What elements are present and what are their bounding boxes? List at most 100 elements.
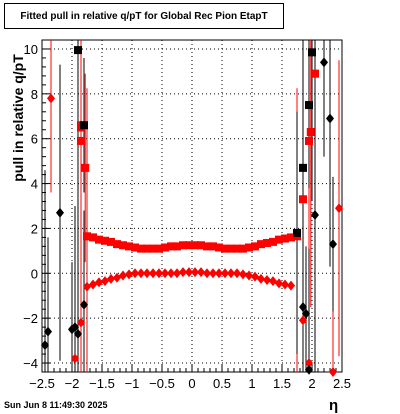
diamond-marker (149, 268, 157, 279)
diamond-marker (191, 267, 199, 278)
diamond-marker (167, 268, 175, 279)
square-marker (299, 195, 307, 204)
diamond-marker (233, 268, 241, 279)
square-marker (155, 244, 163, 253)
y-tick-label: 6 (31, 132, 38, 147)
diamond-marker (107, 273, 115, 284)
y-tick-label: −4 (23, 356, 38, 371)
square-marker (245, 243, 253, 252)
square-marker (215, 243, 223, 252)
square-marker (149, 244, 157, 253)
diamond-marker (173, 268, 181, 279)
square-marker (119, 241, 127, 250)
diamond-marker (275, 278, 283, 289)
diamond-marker (155, 268, 163, 279)
square-marker (89, 233, 97, 242)
square-marker (143, 244, 151, 253)
x-tick-label: −2 (65, 376, 80, 391)
x-tick-label: 2 (308, 376, 315, 391)
square-marker (107, 237, 115, 246)
diamond-marker (245, 270, 253, 281)
square-marker (161, 243, 169, 252)
square-marker (209, 242, 217, 251)
diamond-marker (44, 326, 52, 337)
diamond-marker (209, 268, 217, 279)
square-marker (275, 235, 283, 244)
square-marker (293, 228, 301, 237)
square-marker (287, 233, 295, 242)
diamond-marker (221, 268, 229, 279)
square-marker (305, 101, 313, 110)
square-marker (239, 244, 247, 253)
diamond-marker (125, 269, 133, 280)
square-marker (167, 242, 175, 251)
diamond-marker (287, 280, 295, 291)
diamond-marker (113, 272, 121, 283)
square-marker (263, 239, 271, 248)
x-tick-label: −1 (125, 376, 140, 391)
diamond-marker (101, 276, 109, 287)
diamond-marker (299, 315, 307, 326)
diamond-marker (299, 301, 307, 312)
square-marker (281, 234, 289, 243)
square-marker (257, 240, 265, 249)
square-marker (74, 46, 82, 55)
x-tick-label: 1 (248, 376, 255, 391)
square-marker (306, 127, 315, 136)
diamond-marker (335, 203, 343, 214)
diamond-marker (203, 268, 211, 279)
y-tick-label: 0 (31, 266, 38, 281)
diamond-marker (326, 113, 334, 124)
y-axis-label-text: pull in relative q/pT (10, 54, 26, 182)
square-marker (77, 136, 85, 145)
diamond-marker (71, 322, 79, 333)
y-tick-label: 2 (31, 221, 38, 236)
diamond-marker (269, 276, 277, 287)
square-marker (269, 237, 277, 246)
square-marker (125, 242, 133, 251)
diamond-marker (305, 364, 313, 375)
x-tick-label: 0 (188, 376, 195, 391)
square-marker (83, 232, 91, 241)
diamond-marker (320, 57, 328, 68)
square-marker (191, 241, 199, 250)
diamond-marker (137, 268, 145, 279)
square-marker (131, 243, 139, 252)
square-marker (221, 244, 229, 253)
diamond-marker (71, 353, 79, 364)
diamond-marker (329, 367, 337, 377)
square-marker (81, 163, 90, 172)
y-tick-label: 10 (24, 42, 38, 57)
square-marker (203, 242, 211, 251)
diamond-marker (179, 267, 187, 278)
square-marker (233, 244, 241, 253)
diamond-marker (263, 275, 271, 286)
y-tick-label: 4 (31, 177, 38, 192)
diamond-marker (311, 209, 319, 220)
square-marker (299, 163, 307, 172)
diamond-marker (119, 270, 127, 281)
y-tick-label: −2 (23, 311, 38, 326)
x-tick-label: −2.5 (29, 376, 55, 391)
square-marker (227, 244, 235, 253)
diamond-marker (329, 239, 337, 250)
square-marker (173, 242, 181, 251)
square-marker (185, 241, 193, 250)
diamond-marker (197, 267, 205, 278)
diamond-marker (47, 93, 55, 104)
diamond-marker (251, 271, 259, 282)
diamond-marker (227, 268, 235, 279)
chart-title: Fitted pull in relative q/pT for Global … (20, 10, 268, 22)
square-marker (305, 136, 313, 145)
diamond-marker (257, 273, 265, 284)
square-marker (95, 235, 103, 244)
diamond-marker (143, 268, 151, 279)
square-marker (311, 69, 319, 78)
square-marker (113, 240, 121, 249)
square-marker (197, 241, 205, 250)
diamond-marker (302, 308, 310, 319)
diamond-marker (41, 340, 49, 351)
x-tick-label: −1.5 (89, 376, 115, 391)
diamond-marker (74, 328, 82, 339)
square-marker (137, 244, 145, 253)
